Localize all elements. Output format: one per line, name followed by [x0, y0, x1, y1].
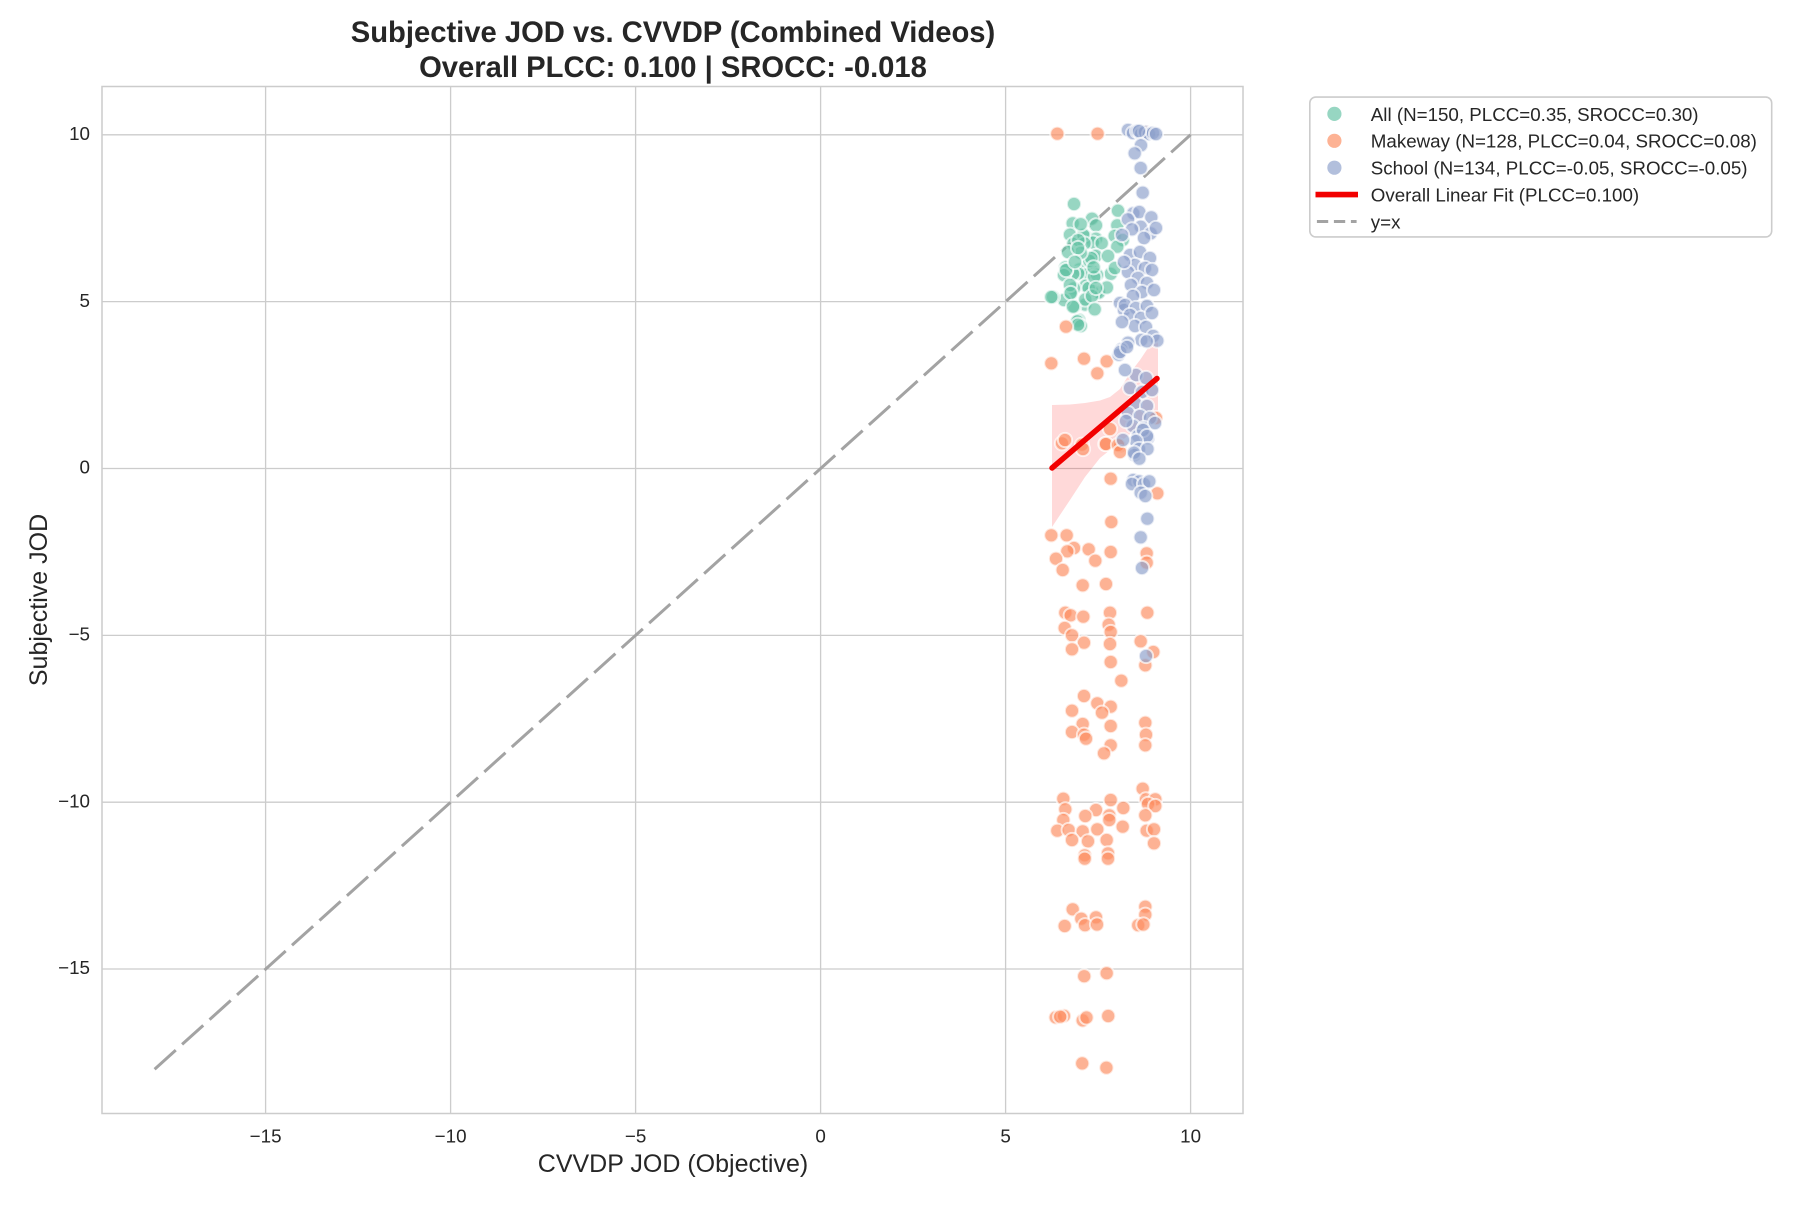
- svg-text:Subjective JOD vs. CVVDP (Comb: Subjective JOD vs. CVVDP (Combined Video…: [351, 17, 995, 49]
- svg-text:0: 0: [80, 457, 90, 478]
- svg-text:CVVDP JOD (Objective): CVVDP JOD (Objective): [538, 1150, 808, 1178]
- svg-text:−10: −10: [58, 790, 90, 811]
- svg-text:0: 0: [815, 1126, 825, 1147]
- svg-text:−15: −15: [58, 957, 90, 978]
- svg-text:Overall Linear Fit (PLCC=0.100: Overall Linear Fit (PLCC=0.100): [1371, 185, 1639, 206]
- svg-text:Subjective JOD: Subjective JOD: [25, 514, 53, 686]
- svg-text:School (N=134, PLCC=-0.05, SRO: School (N=134, PLCC=-0.05, SROCC=-0.05): [1371, 158, 1748, 179]
- svg-text:−15: −15: [250, 1126, 282, 1147]
- svg-text:−5: −5: [69, 624, 90, 645]
- svg-text:10: 10: [69, 123, 90, 144]
- svg-text:y=x: y=x: [1371, 211, 1401, 232]
- svg-text:Overall PLCC: 0.100 | SROCC: -: Overall PLCC: 0.100 | SROCC: -0.018: [419, 52, 927, 84]
- svg-text:All (N=150, PLCC=0.35, SROCC=0: All (N=150, PLCC=0.35, SROCC=0.30): [1371, 104, 1699, 125]
- svg-text:−10: −10: [435, 1126, 467, 1147]
- svg-text:Makeway (N=128, PLCC=0.04, SRO: Makeway (N=128, PLCC=0.04, SROCC=0.08): [1371, 131, 1757, 152]
- svg-text:−5: −5: [625, 1126, 646, 1147]
- svg-text:5: 5: [1000, 1126, 1010, 1147]
- svg-text:10: 10: [1180, 1126, 1201, 1147]
- svg-text:5: 5: [80, 290, 90, 311]
